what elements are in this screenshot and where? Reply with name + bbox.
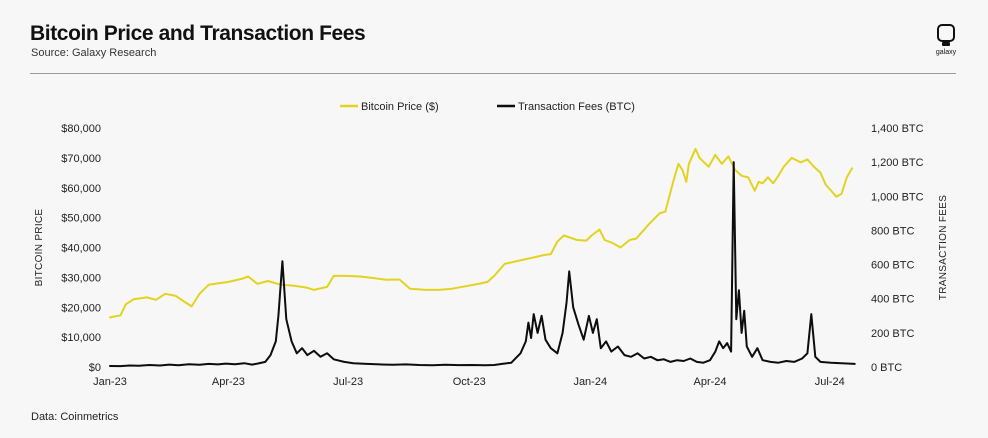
right-axis-tick-label: 1,000 BTC xyxy=(871,191,924,203)
x-axis-tick-label: Jan-24 xyxy=(573,376,607,388)
right-axis-tick-label: 0 BTC xyxy=(871,362,902,374)
legend-label-fees: Transaction Fees (BTC) xyxy=(518,101,635,113)
x-axis-tick-label: Jan-23 xyxy=(93,376,127,388)
right-axis-tick-label: 200 BTC xyxy=(871,328,914,340)
right-axis-tick-label: 1,200 BTC xyxy=(871,157,924,169)
right-axis-tick-label: 1,400 BTC xyxy=(871,123,924,135)
chart-subtitle: Source: Galaxy Research xyxy=(31,47,157,59)
left-axis-tick-label: $50,000 xyxy=(61,213,101,225)
left-axis-tick-label: $20,000 xyxy=(61,302,101,314)
series-line-bitcoin-price xyxy=(109,147,854,319)
chart-title: Bitcoin Price and Transaction Fees xyxy=(30,22,366,45)
x-axis-tick-label: Oct-23 xyxy=(453,376,486,388)
left-axis-tick-label: $10,000 xyxy=(61,332,101,344)
x-axis-tick-label: Jul-23 xyxy=(333,376,363,388)
left-axis-tick-label: $30,000 xyxy=(61,272,101,284)
left-axis-tick-label: $80,000 xyxy=(61,123,101,135)
left-axis-tick-label: $40,000 xyxy=(61,243,101,255)
right-axis-tick-label: 600 BTC xyxy=(871,260,914,272)
header-divider xyxy=(30,73,956,74)
left-axis-title: BITCOIN PRICE xyxy=(34,209,45,287)
left-axis-tick-label: $60,000 xyxy=(61,183,101,195)
x-axis-tick-label: Jul-24 xyxy=(815,376,845,388)
legend-label-price: Bitcoin Price ($) xyxy=(361,101,439,113)
series-line-transaction-fees xyxy=(109,161,856,368)
right-axis-title: TRANSACTION FEES xyxy=(938,195,949,300)
data-source-note: Data: Coinmetrics xyxy=(31,411,119,423)
x-axis-tick-label: Apr-24 xyxy=(693,376,726,388)
right-axis-tick-label: 800 BTC xyxy=(871,225,914,237)
left-axis-tick-label: $70,000 xyxy=(61,153,101,165)
x-axis-tick-label: Apr-23 xyxy=(212,376,245,388)
right-axis-tick-label: 400 BTC xyxy=(871,294,914,306)
galaxy-logo-icon xyxy=(937,24,955,46)
logo-wordmark: galaxy xyxy=(935,49,957,56)
galaxy-logo: galaxy xyxy=(928,22,964,62)
left-axis-tick-label: $0 xyxy=(89,362,101,374)
